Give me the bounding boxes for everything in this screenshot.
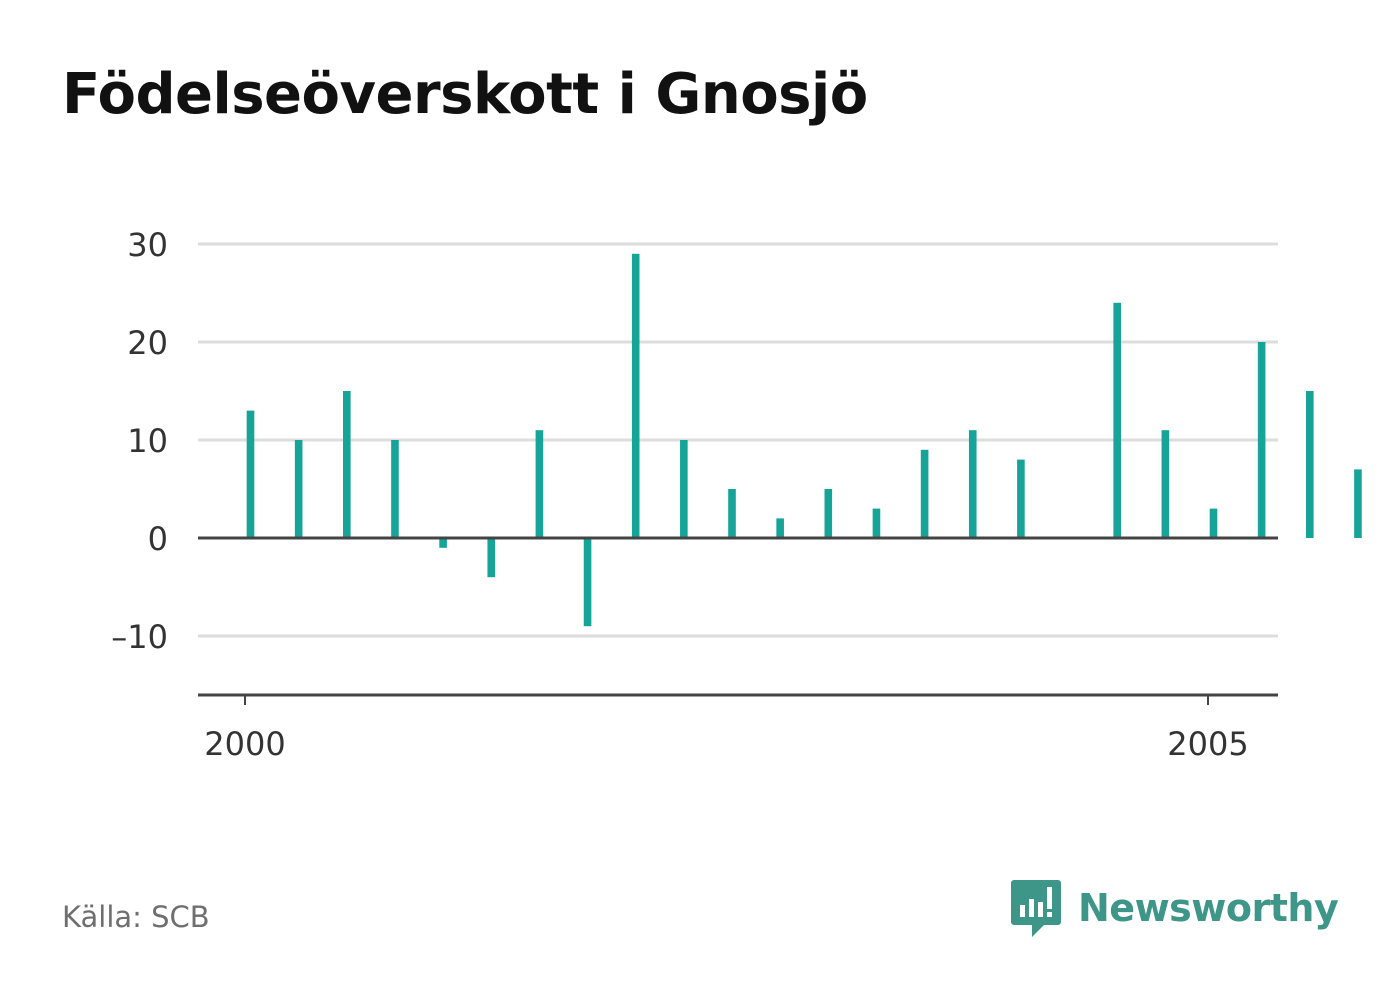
bar <box>1113 302 1121 538</box>
y-tick-label: –10 <box>111 618 168 656</box>
bar <box>1257 342 1266 538</box>
axes <box>198 536 1278 705</box>
bar <box>872 508 881 538</box>
source-label: Källa: SCB <box>62 900 210 934</box>
bar <box>631 253 640 539</box>
gridlines <box>198 242 1278 638</box>
newsworthy-logo-icon <box>1011 880 1061 937</box>
y-tick-label: 30 <box>127 226 168 264</box>
y-tick-label: 20 <box>127 324 168 362</box>
bar <box>728 489 736 538</box>
x-tick-label: 2005 <box>1167 725 1248 763</box>
bar <box>920 449 929 538</box>
x-tick-label: 2000 <box>204 725 285 763</box>
bar <box>246 410 255 538</box>
bars <box>246 253 1362 627</box>
bar <box>343 391 351 538</box>
x-axis-labels: 200020052010201520202025 <box>204 725 1248 763</box>
bar <box>1209 508 1218 538</box>
bar <box>968 430 977 538</box>
bar <box>294 440 303 538</box>
bar <box>1306 391 1314 538</box>
bar <box>439 538 447 548</box>
bar <box>391 440 399 538</box>
chart-title: Födelseöverskott i Gnosjö <box>62 62 868 127</box>
bar <box>487 538 496 578</box>
y-tick-label: 10 <box>127 422 168 460</box>
bar <box>824 489 833 538</box>
bar <box>535 430 544 538</box>
bar <box>583 538 592 627</box>
bar <box>1354 469 1362 538</box>
bar <box>680 440 688 538</box>
bar <box>1017 459 1025 538</box>
bar <box>776 518 784 538</box>
brand-logo: Newsworthy <box>1010 878 1339 938</box>
brand-name: Newsworthy <box>1078 886 1339 930</box>
y-axis-labels: 30 20 10 0 –10 <box>111 226 168 656</box>
bar <box>1161 430 1170 538</box>
y-tick-label: 0 <box>148 520 168 558</box>
